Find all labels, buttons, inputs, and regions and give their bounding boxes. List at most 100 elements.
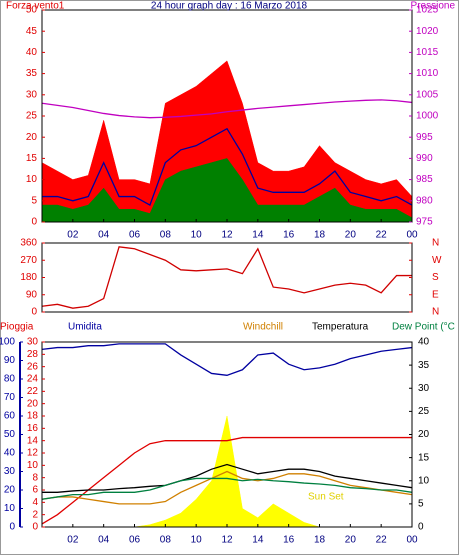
chart-title: 24 hour graph day : 16 Marzo 2018: [151, 1, 308, 12]
y-tick-label: 25: [26, 111, 38, 122]
y2-tick-label: S: [432, 272, 439, 283]
x-tick-label: 04: [98, 535, 110, 546]
y-tick-label: 0: [31, 217, 37, 228]
y-tick-label: 45: [26, 26, 38, 37]
y-tick-label: 18: [27, 411, 39, 422]
y-tick-label: 180: [20, 272, 37, 283]
legend-entry: Dew Point (°C: [392, 322, 455, 333]
y-tick-label: 6: [32, 485, 38, 496]
series-line: [41, 99, 413, 119]
y2-tick-label: 975: [416, 217, 433, 228]
series-area: [41, 158, 413, 223]
y-tick-label: 270: [20, 255, 37, 266]
series-line: [41, 436, 412, 525]
y2-tick-label: 980: [416, 195, 433, 206]
y3-tick-label: 100: [0, 337, 15, 348]
x-tick-label: 06: [129, 230, 141, 241]
x-tick-label: 22: [376, 230, 388, 241]
series-line: [41, 477, 413, 500]
y3-tick-label: 0: [9, 522, 15, 533]
x-tick-label: 18: [314, 535, 326, 546]
y2-tick-label: 30: [418, 383, 430, 394]
series-area: [41, 60, 413, 223]
x-tick-label: 04: [98, 230, 110, 241]
y2-tick-label: 1015: [416, 47, 439, 58]
x-tick-label: 00: [406, 230, 418, 241]
series-line: [41, 470, 413, 505]
x-tick-label: 12: [221, 230, 233, 241]
y2-tick-label: 995: [416, 132, 433, 143]
y3-tick-label: 70: [4, 392, 16, 403]
y-tick-label: 90: [26, 289, 38, 300]
y3-tick-label: 20: [4, 485, 16, 496]
y3-tick-label: 30: [4, 466, 16, 477]
x-tick-label: 22: [376, 535, 388, 546]
legend-entry: Temperatura: [312, 322, 369, 333]
y2-tick-label: 40: [418, 337, 430, 348]
y-tick-label: 10: [27, 460, 39, 471]
y-tick-label: 40: [26, 47, 38, 58]
y-axis-label: Forza vento1: [6, 1, 65, 12]
x-tick-label: 14: [252, 535, 264, 546]
y2-tick-label: 1005: [416, 89, 439, 100]
y2-tick-label: 5: [418, 499, 424, 510]
y-tick-label: 26: [27, 361, 39, 372]
x-tick-label: 20: [345, 535, 357, 546]
legend-entry: Pioggia: [0, 322, 34, 333]
y-tick-label: 20: [26, 132, 38, 143]
y2-tick-label: 1025: [416, 5, 439, 16]
y-tick-label: 8: [32, 472, 38, 483]
y2-tick-label: 15: [418, 452, 430, 463]
legend-entry: Windchill: [243, 322, 283, 333]
y2-tick-label: W: [432, 255, 442, 266]
y-tick-label: 35: [26, 68, 38, 79]
x-tick-label: 14: [252, 230, 264, 241]
x-tick-label: 10: [191, 535, 203, 546]
y-tick-label: 12: [27, 448, 39, 459]
y3-tick-label: 40: [4, 448, 16, 459]
y2-tick-label: 985: [416, 174, 433, 185]
x-tick-label: 18: [314, 230, 326, 241]
y2-tick-label: 25: [418, 406, 430, 417]
y-tick-label: 2: [32, 509, 38, 520]
y2-tick-label: N: [432, 238, 439, 249]
y-tick-label: 30: [27, 337, 39, 348]
y2-tick-label: 0: [418, 522, 424, 533]
y-tick-label: 24: [27, 374, 39, 385]
y2-tick-label: 35: [418, 360, 430, 371]
y-tick-label: 50: [26, 5, 38, 16]
series-line: [41, 343, 413, 376]
y-tick-label: 5: [31, 195, 37, 206]
y3-tick-label: 10: [4, 503, 16, 514]
y-tick-label: 28: [27, 349, 39, 360]
x-tick-label: 16: [283, 230, 295, 241]
annotation: Sun Set: [308, 492, 344, 503]
y2-tick-label: 990: [416, 153, 433, 164]
x-tick-label: 20: [345, 230, 357, 241]
y3-tick-label: 90: [4, 355, 16, 366]
x-tick-label: 02: [67, 535, 79, 546]
y-tick-label: 20: [27, 398, 39, 409]
series-line: [42, 127, 413, 206]
y-tick-label: 14: [27, 435, 39, 446]
y-tick-label: 16: [27, 423, 39, 434]
y2-tick-label: 20: [418, 429, 430, 440]
y3-tick-label: 50: [4, 429, 16, 440]
y-tick-label: 15: [26, 153, 38, 164]
x-tick-label: 06: [129, 535, 141, 546]
x-tick-label: 08: [160, 230, 172, 241]
legend-entry: Umidita: [68, 322, 102, 333]
y-tick-label: 30: [26, 89, 38, 100]
y-tick-label: 22: [27, 386, 39, 397]
y-tick-label: 0: [31, 307, 37, 318]
x-tick-label: 16: [283, 535, 295, 546]
y3-tick-label: 80: [4, 374, 16, 385]
y3-tick-label: 60: [4, 411, 16, 422]
y2-tick-label: E: [432, 289, 439, 300]
y-tick-label: 10: [26, 174, 38, 185]
series-line: [41, 246, 412, 309]
x-tick-label: 02: [67, 230, 79, 241]
x-tick-label: 00: [406, 535, 418, 546]
y-tick-label: 0: [32, 522, 38, 533]
y2-axis-label: Pressione: [411, 1, 456, 12]
